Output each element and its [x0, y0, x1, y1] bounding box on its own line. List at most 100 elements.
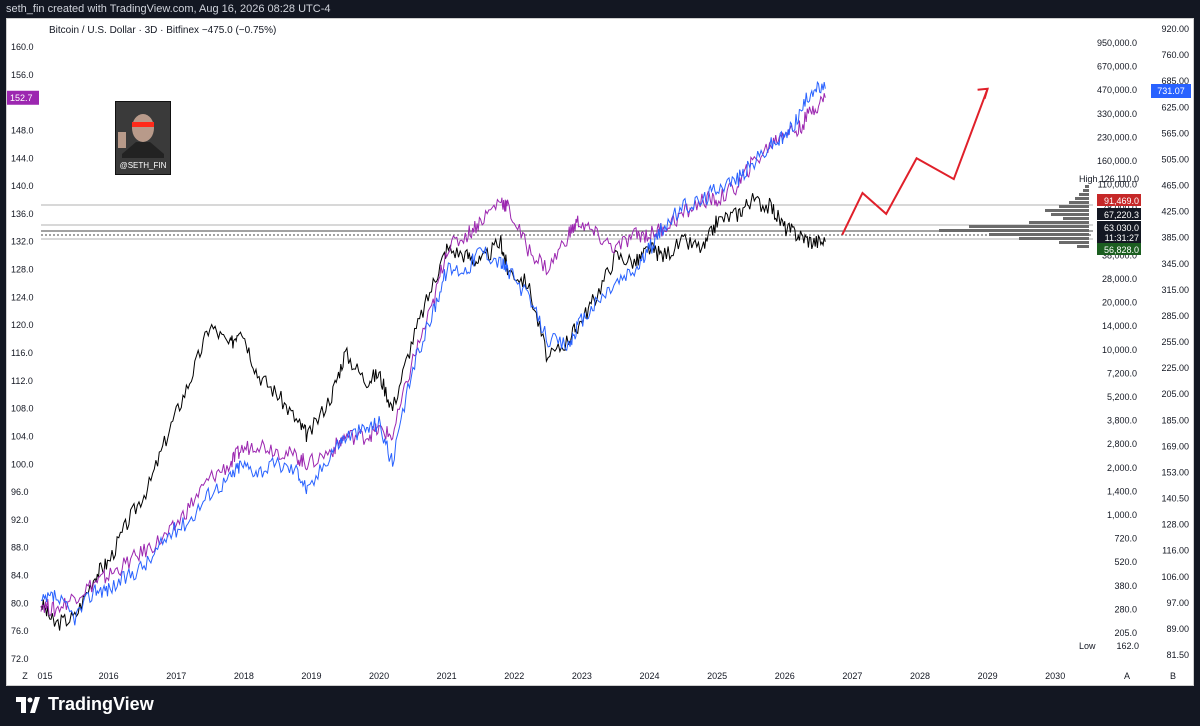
- left-axis-tick: 112.0: [11, 376, 33, 386]
- volume-profile-bar: [1077, 245, 1089, 248]
- left-axis-tick: 136.0: [11, 209, 34, 219]
- volume-profile-bar: [1083, 189, 1089, 192]
- mid-axis-tick: 38,000.0: [1102, 250, 1137, 260]
- price-label-value: 126,110.0: [1100, 174, 1139, 184]
- left-axis-tick: 108.0: [11, 404, 34, 414]
- volume-profile-bar: [1075, 197, 1089, 200]
- price-label-value: 67,220.3: [1104, 210, 1139, 220]
- left-axis-tick: 144.0: [11, 153, 34, 163]
- mid-axis-tick: 14,000.0: [1102, 321, 1137, 331]
- left-axis-tick: 96.0: [11, 487, 29, 497]
- volume-profile-bar: [1059, 205, 1089, 208]
- right-axis-tick: 153.00: [1161, 467, 1189, 477]
- left-axis-tick: 156.0: [11, 70, 34, 80]
- x-axis-tick: 2021: [437, 671, 457, 681]
- right-axis-tick: 760.00: [1161, 50, 1189, 60]
- right-axis-tick: 97.00: [1166, 598, 1189, 608]
- volume-profile-bar: [1019, 237, 1089, 240]
- axis-labels: 160.0 156.0 148.0 144.0 140.0 136.0 132.0 128.0…: [7, 24, 1191, 681]
- right-axis-tick: 920.00: [1161, 24, 1189, 34]
- right-axis-tick: 465.00: [1161, 181, 1189, 191]
- volume-profile-bar: [1085, 185, 1089, 188]
- chart-panel[interactable]: 160.0 156.0 148.0 144.0 140.0 136.0 132.0 128.0…: [6, 18, 1194, 686]
- left-axis-tick: 88.0: [11, 543, 29, 553]
- right-current-value: 731.07: [1157, 86, 1185, 96]
- right-axis-tick: 255.00: [1161, 337, 1189, 347]
- left-axis-tick: 140.0: [11, 181, 34, 191]
- left-current-value: 152.7: [10, 93, 33, 103]
- mid-axis-tick: 1,000.0: [1107, 510, 1137, 520]
- mid-axis-tick: 205.0: [1114, 628, 1137, 638]
- right-axis-tick: 106.00: [1161, 572, 1189, 582]
- right-axis-tick: 225.00: [1161, 363, 1189, 373]
- left-current-badge-bg: [7, 90, 39, 105]
- left-axis-tick: 100.0: [11, 459, 34, 469]
- price-chart[interactable]: 160.0 156.0 148.0 144.0 140.0 136.0 132.0 128.0…: [7, 19, 1193, 685]
- mid-axis-tick: 10,000.0: [1102, 345, 1137, 355]
- right-axis-tick: 128.00: [1161, 520, 1189, 530]
- price-label-value: 63,030.0: [1104, 223, 1139, 233]
- volume-profile-bar: [1069, 201, 1089, 204]
- x-axis-tick: 2028: [910, 671, 930, 681]
- mid-axis-tick: 230,000.0: [1097, 132, 1137, 142]
- series-line: [40, 93, 826, 617]
- right-axis-tick: 345.00: [1161, 259, 1189, 269]
- price-label-value: 162.0: [1116, 641, 1139, 651]
- price-label-value: 91,469.0: [1104, 196, 1139, 206]
- right-axis-tick: 285.00: [1161, 311, 1189, 321]
- right-axis-tick: 685.00: [1161, 76, 1189, 86]
- avatar-portrait-icon: @SETH_FIN: [116, 102, 170, 174]
- chart-credit: seth_fin created with TradingView.com, A…: [6, 3, 331, 15]
- right-axis-tick: 425.00: [1161, 207, 1189, 217]
- projection-arrowhead: [977, 87, 989, 100]
- right-axis-tick: 205.00: [1161, 389, 1189, 399]
- x-axis-tick: 2023: [572, 671, 592, 681]
- chart-title: Bitcoin / U.S. Dollar · 3D · Bitfinex −4…: [49, 25, 276, 36]
- x-axis-tick: A: [1124, 671, 1130, 681]
- x-axis-tick: 015: [37, 671, 52, 681]
- mid-axis-tick: 7,200.0: [1107, 368, 1137, 378]
- volume-profile-bar: [1029, 221, 1089, 224]
- x-axis-tick: 2016: [99, 671, 119, 681]
- price-label-bg: [1097, 208, 1141, 220]
- series-lines: [40, 80, 989, 631]
- left-axis-tick: 124.0: [11, 292, 34, 302]
- price-label-bg: [1097, 243, 1141, 255]
- x-axis-tick: 2024: [640, 671, 660, 681]
- volume-profile-bar: [939, 229, 1089, 232]
- x-axis-tick: 2020: [369, 671, 389, 681]
- price-label-bg: [1097, 231, 1141, 243]
- left-axis-tick: 148.0: [11, 125, 34, 135]
- series-line: [40, 193, 826, 631]
- x-axis-tick: 2017: [166, 671, 186, 681]
- left-axis-tick: 160.0: [11, 42, 34, 52]
- left-axis-tick: 104.0: [11, 431, 34, 441]
- mid-axis-tick: 720.0: [1114, 534, 1137, 544]
- left-axis-tick: 128.0: [11, 265, 34, 275]
- price-label-value: 56,828.0: [1104, 245, 1139, 255]
- mid-axis-tick: 380.0: [1114, 581, 1137, 591]
- volume-profile-bar: [969, 225, 1089, 228]
- volume-profile-bar: [1059, 241, 1089, 244]
- right-axis-tick: 505.00: [1161, 154, 1189, 164]
- volume-profile-bar: [989, 233, 1089, 236]
- x-axis-tick: 2022: [504, 671, 524, 681]
- right-current-badge-bg: [1151, 84, 1191, 98]
- mid-axis-tick: 470,000.0: [1097, 85, 1137, 95]
- x-axis-tick: 2026: [775, 671, 795, 681]
- mid-axis-tick: 160,000.0: [1097, 156, 1137, 166]
- right-axis-tick: 116.00: [1162, 546, 1189, 556]
- mid-axis-tick: 5,200.0: [1107, 392, 1137, 402]
- right-axis-tick: 385.00: [1161, 233, 1189, 243]
- mid-axis-tick: 110,000.0: [1098, 180, 1137, 190]
- left-axis-tick: 132.0: [11, 237, 34, 247]
- mid-axis-tick: 1,400.0: [1107, 486, 1137, 496]
- avatar-handle: @SETH_FIN: [120, 161, 167, 170]
- right-axis-tick: 81.50: [1166, 650, 1189, 660]
- right-axis-tick: 565.00: [1161, 128, 1189, 138]
- tradingview-logo[interactable]: TradingView: [16, 694, 154, 715]
- mid-axis-tick: 950,000.0: [1097, 38, 1137, 48]
- tradingview-icon: [16, 696, 40, 713]
- x-axis-tick: B: [1170, 671, 1176, 681]
- left-axis-tick: 116.0: [11, 348, 33, 358]
